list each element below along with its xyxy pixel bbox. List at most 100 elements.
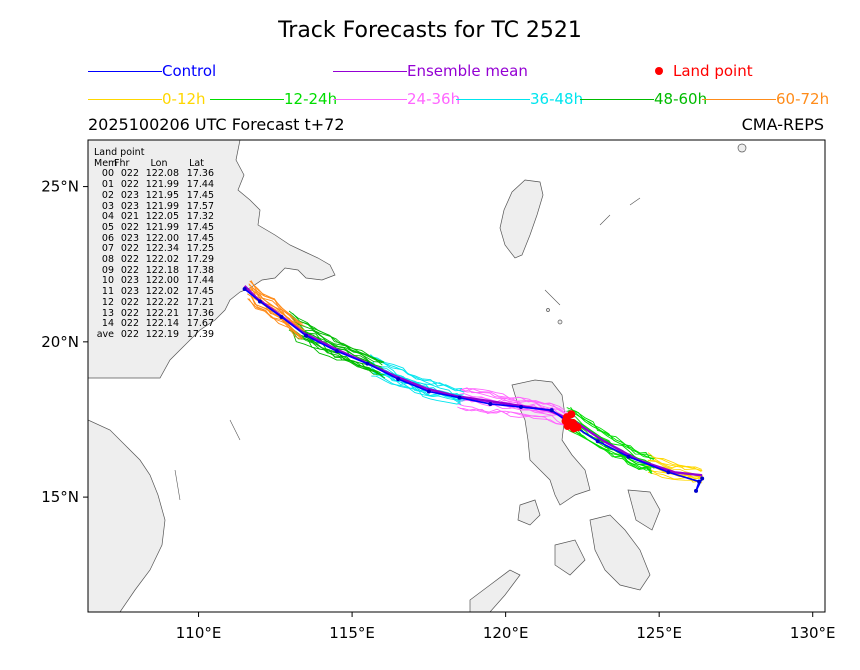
land-point-table-title: Land point: [94, 147, 145, 158]
control-track-point: [242, 287, 247, 292]
legend-label: Ensemble mean: [407, 62, 528, 80]
legend-marker: [88, 70, 162, 72]
member-track-12-24h: [567, 424, 652, 471]
table-cell: 17.39: [186, 328, 214, 340]
table-cell: 03: [101, 200, 114, 212]
table-cell: 122.08: [145, 168, 179, 180]
table-cell: 17.38: [186, 264, 214, 276]
control-track-point: [697, 479, 702, 484]
control-track-point: [279, 315, 284, 319]
member-track-12-24h: [568, 429, 653, 474]
member-track-48-60h: [288, 310, 384, 363]
ensemble-mean-track: [243, 285, 703, 477]
legend-label: Land point: [673, 62, 753, 80]
table-cell: 022: [120, 296, 139, 308]
table-row: 05 022 121.99 17.45: [94, 221, 214, 234]
land-panay: [554, 539, 586, 576]
legend-label: 48-60h: [654, 90, 708, 108]
table-row: 04 021 122.05 17.32: [94, 212, 214, 223]
member-track-60-72h: [248, 283, 305, 327]
table-cell: 14: [101, 318, 114, 330]
table-cell: 17.57: [186, 200, 214, 212]
control-track-point: [257, 299, 262, 304]
land-vietnam: [88, 419, 166, 612]
control-track-point: [426, 389, 431, 394]
control-track-point: [457, 395, 462, 400]
table-cell: 022: [120, 221, 139, 233]
control-track-point: [396, 377, 401, 382]
legend-item-control: Control: [88, 62, 216, 80]
member-track-12-24h: [566, 407, 652, 460]
legend-label: 12-24h: [284, 90, 338, 108]
table-cell: 00: [101, 168, 114, 180]
table-cell: 122.34: [145, 243, 179, 255]
table-cell: 122.19: [145, 328, 179, 340]
table-cell: 021: [120, 211, 139, 223]
legend-item-60-72h: 60-72h: [702, 90, 829, 108]
control-track-point: [549, 408, 554, 413]
table-cell: 07: [101, 243, 114, 255]
table-cell: 023: [120, 232, 139, 244]
table-cell: 023: [120, 200, 139, 212]
table-cell: 17.25: [186, 243, 214, 255]
member-track-36-48h: [370, 354, 462, 392]
land-point-marker: [568, 418, 577, 427]
legend-item-12-24h: 12-24h: [210, 90, 337, 108]
legend-item-ensemble-mean: Ensemble mean: [333, 62, 528, 80]
member-track-60-72h: [248, 298, 301, 340]
x-tick-label: 110°E: [176, 624, 222, 642]
land-point-table: Land point Mem Fhr Lon Lat 00 022 122.08 17.36…: [94, 147, 214, 341]
table-header-cell: Lat: [189, 157, 204, 169]
table-cell: 022: [120, 243, 139, 255]
table-cell: 11: [101, 286, 114, 298]
table-row: 11 023 122.02 17.45: [94, 286, 214, 298]
table-cell: 02: [101, 189, 114, 201]
legend-label: Control: [162, 62, 217, 80]
table-cell: 13: [101, 307, 114, 319]
member-track-48-60h: [290, 316, 383, 366]
table-cell: 121.99: [145, 179, 179, 191]
member-track-24-36h: [458, 387, 576, 418]
member-track-36-48h: [371, 375, 461, 405]
control-track-point: [365, 361, 370, 366]
table-cell: 12: [101, 296, 114, 308]
table-cell: 022: [120, 328, 139, 340]
legend-marker: [210, 98, 284, 100]
table-cell: 06: [101, 232, 114, 244]
table-cell: 17.32: [186, 211, 214, 223]
member-track-60-72h: [248, 284, 302, 330]
land-samar: [627, 489, 661, 531]
legend-item-0-12h: 0-12h: [88, 90, 206, 108]
table-cell: 10: [101, 275, 114, 287]
member-track-36-48h: [371, 369, 461, 403]
table-cell: 122.05: [145, 211, 179, 223]
table-cell: 01: [101, 179, 114, 191]
member-track-12-24h: [566, 410, 655, 461]
legend-item-land-point: Land point: [655, 62, 753, 80]
table-row: 00 022 122.08 17.36: [94, 169, 214, 180]
model-label: CMA-REPS: [741, 115, 824, 134]
member-track-60-72h: [250, 295, 303, 338]
legend-marker: [580, 98, 654, 100]
table-cell: 023: [120, 189, 139, 201]
legend-item-24-36h: 24-36h: [333, 90, 460, 108]
control-track-point: [304, 333, 309, 338]
table-cell: 17.67: [186, 318, 214, 330]
member-track-48-60h: [289, 313, 382, 364]
plot-frame: [87, 139, 826, 613]
table-cell: 122.14: [145, 318, 179, 330]
table-row: 09 022 122.18 17.38: [94, 264, 214, 277]
table-cell: 08: [101, 254, 114, 266]
land-mindoro: [517, 499, 541, 526]
table-cell: 121.95: [145, 189, 179, 201]
table-cell: 122.02: [145, 254, 179, 266]
control-track-point: [488, 401, 493, 406]
x-tick-label: 120°E: [483, 624, 529, 642]
table-cell: 04: [101, 211, 114, 223]
land-point-marker: [567, 410, 576, 419]
table-cell: 122.00: [145, 275, 179, 287]
member-track-0-12h: [646, 467, 703, 483]
legend-item-36-48h: 36-48h: [456, 90, 583, 108]
table-cell: 022: [120, 254, 139, 266]
